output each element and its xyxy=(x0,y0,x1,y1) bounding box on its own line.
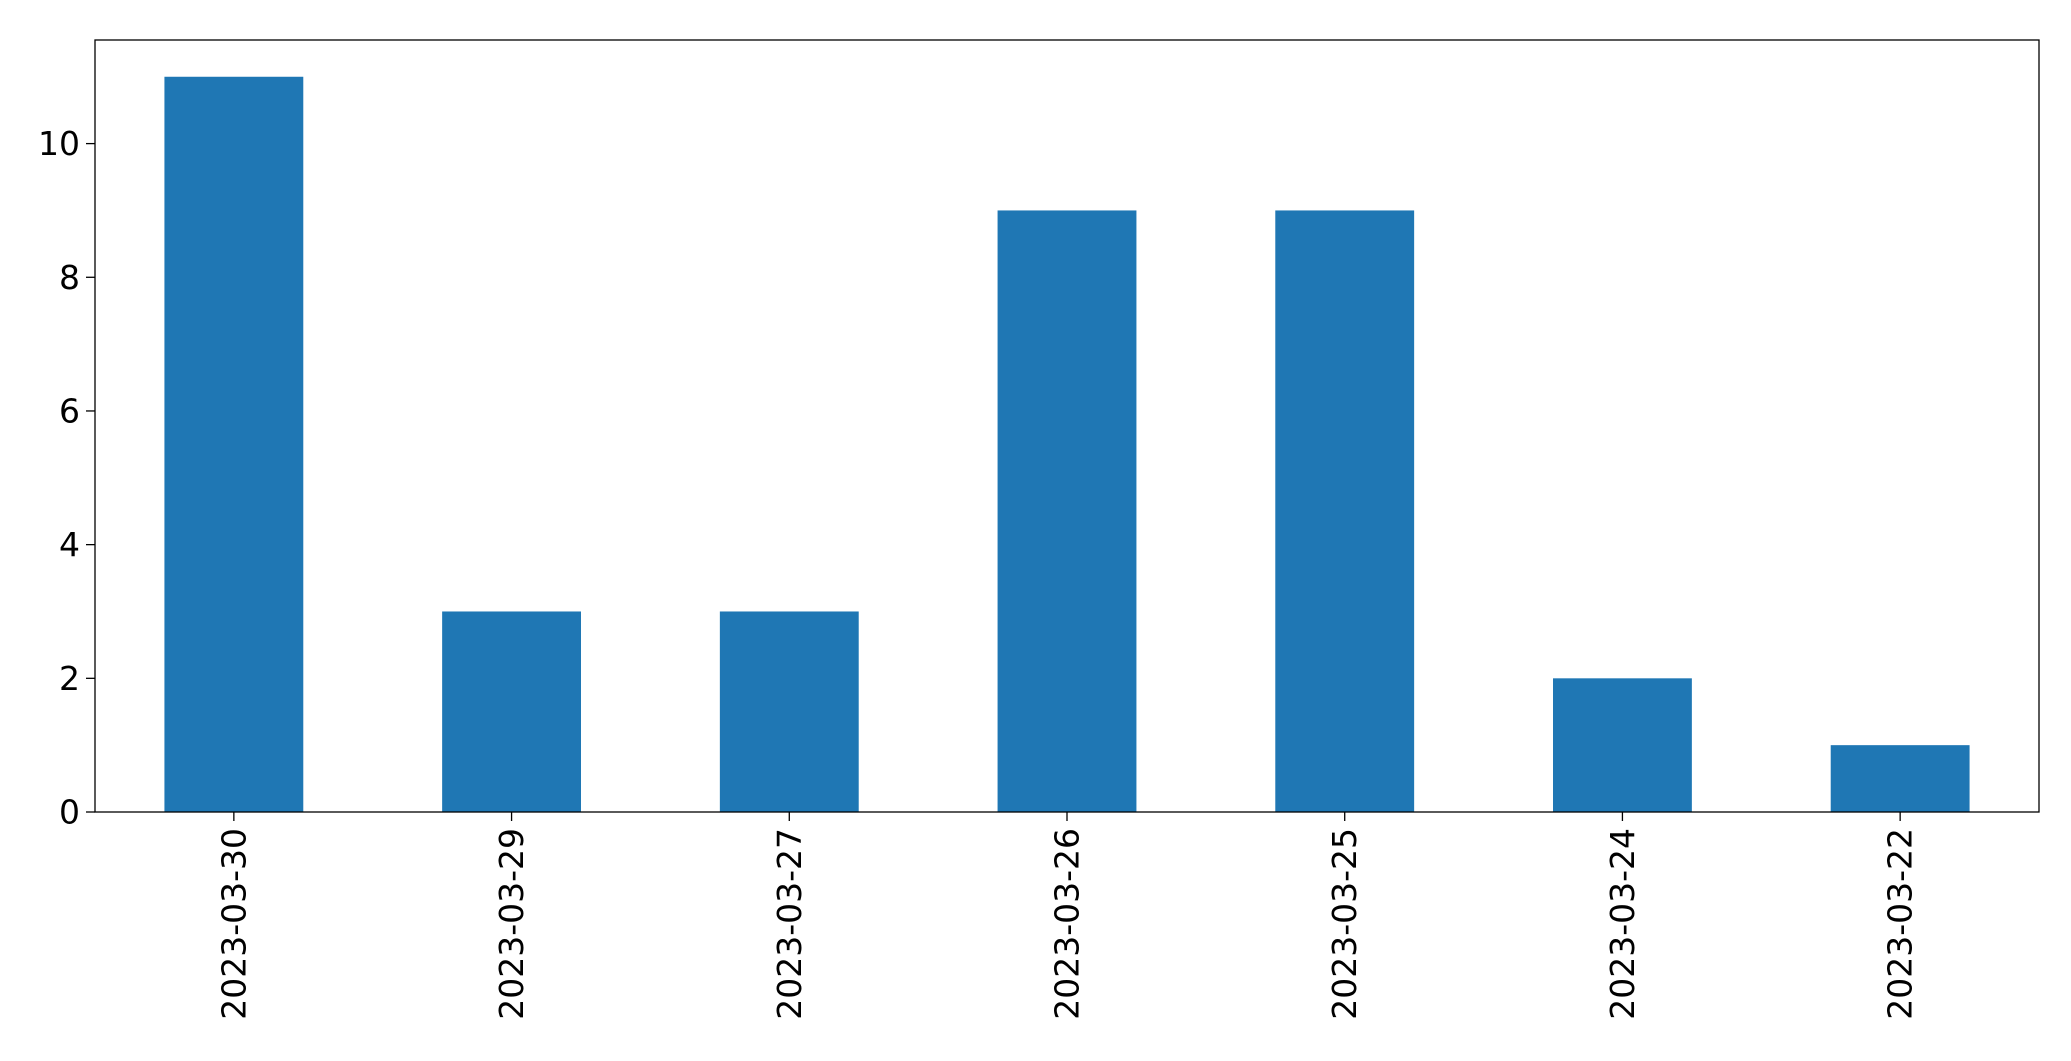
y-tick-label: 10 xyxy=(38,124,80,163)
bar-2023-03-24 xyxy=(1553,678,1692,812)
bar-2023-03-27 xyxy=(719,611,859,812)
plot-frame xyxy=(94,39,2040,813)
x-tick-label: 2023-03-27 xyxy=(770,828,809,1020)
bar-2023-03-26 xyxy=(997,210,1137,813)
x-tick-label: 2023-03-26 xyxy=(1048,828,1087,1020)
y-tick-label: 2 xyxy=(59,659,80,698)
bar-2023-03-25 xyxy=(1275,210,1415,813)
x-tick-label: 2023-03-22 xyxy=(1881,828,1920,1020)
bars-group xyxy=(164,76,1970,813)
bar-2023-03-29 xyxy=(442,611,581,812)
y-tick-label: 0 xyxy=(59,793,80,832)
y-tick-label: 6 xyxy=(59,391,80,430)
y-axis: 0 2 4 6 8 10 xyxy=(38,124,95,832)
bar-2023-03-30 xyxy=(164,76,304,812)
bar-2023-03-22 xyxy=(1830,745,1970,812)
x-tick-label: 2023-03-29 xyxy=(492,828,531,1020)
x-tick-label: 2023-03-25 xyxy=(1325,828,1364,1020)
x-axis: 2023-03-30 2023-03-29 2023-03-27 2023-03-26… xyxy=(214,812,1920,1020)
x-tick-label: 2023-03-24 xyxy=(1603,828,1642,1020)
y-tick-label: 4 xyxy=(59,525,80,564)
x-tick-label: 2023-03-30 xyxy=(214,828,253,1020)
y-tick-label: 8 xyxy=(59,258,80,297)
